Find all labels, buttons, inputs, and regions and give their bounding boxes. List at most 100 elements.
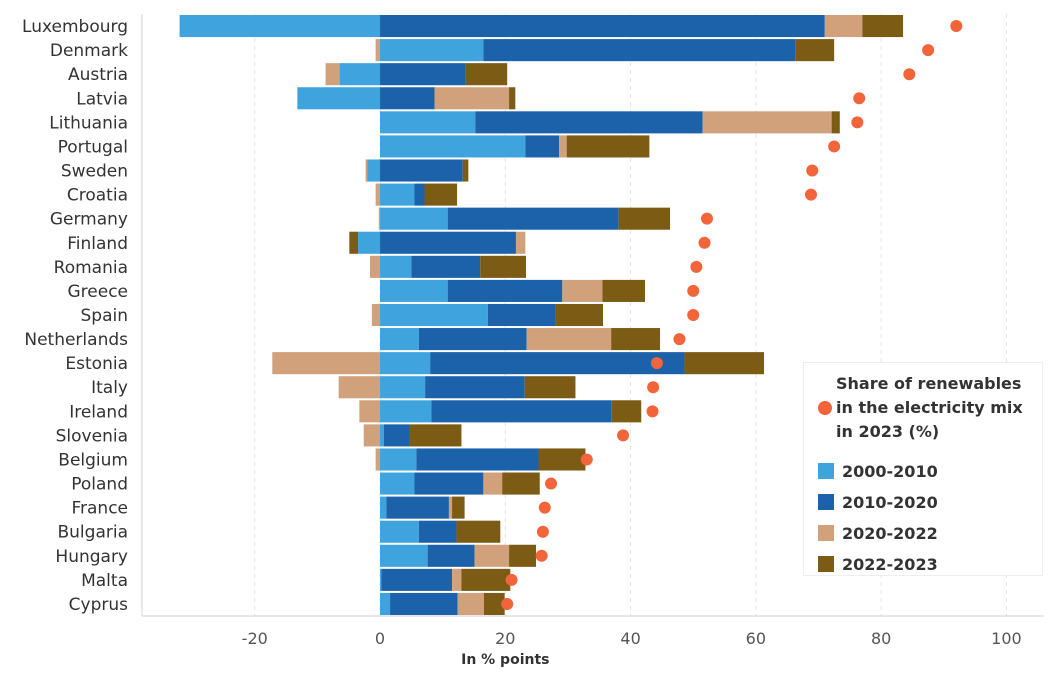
y-tick-label-luxembourg: Luxembourg — [22, 17, 128, 37]
bar-ireland-2020-2022 — [359, 400, 381, 423]
bar-slovenia-2020-2022 — [363, 424, 381, 447]
x-tick-label-60: 60 — [746, 629, 766, 648]
bar-greece-2010-2020 — [447, 279, 563, 302]
x-axis-title: In % points — [461, 652, 549, 668]
bar-lithuania-2020-2022 — [702, 111, 832, 134]
bar-luxembourg-2020-2022 — [824, 15, 863, 38]
legend-item-2000-2010: 2000-2010 — [818, 461, 938, 481]
marker-ireland — [646, 405, 659, 418]
legend-label-2022-2023: 2022-2023 — [842, 554, 938, 574]
bar-cyprus-2000-2010 — [380, 592, 391, 615]
bar-romania-2010-2020 — [411, 255, 481, 278]
bar-hungary-2000-2010 — [380, 544, 428, 567]
y-tick-label-austria: Austria — [68, 65, 128, 85]
bar-hungary-2010-2020 — [427, 544, 475, 567]
bar-ireland-2000-2010 — [380, 400, 432, 423]
marker-croatia — [804, 188, 817, 201]
marker-italy — [647, 381, 660, 394]
y-tick-label-romania: Romania — [54, 258, 128, 278]
bar-croatia-2022-2023 — [424, 183, 458, 206]
bar-slovenia-2022-2023 — [409, 424, 462, 447]
bar-latvia-2010-2020 — [380, 87, 435, 110]
bar-croatia-2000-2010 — [380, 183, 415, 206]
y-tick-label-estonia: Estonia — [65, 354, 128, 374]
y-tick-label-poland: Poland — [71, 475, 128, 495]
y-tick-label-cyprus: Cyprus — [69, 595, 128, 615]
bar-croatia-2020-2022 — [375, 183, 381, 206]
bar-finland-2020-2022 — [515, 231, 526, 254]
bar-malta-2020-2022 — [452, 568, 462, 591]
bar-denmark-2010-2020 — [483, 39, 796, 62]
bar-poland-2000-2010 — [380, 472, 415, 495]
marker-austria — [903, 68, 916, 81]
bar-malta-2010-2020 — [381, 568, 453, 591]
bar-romania-2000-2010 — [380, 255, 412, 278]
marker-poland — [545, 477, 558, 490]
x-tick-label-100: 100 — [991, 629, 1022, 648]
bar-sweden-2022-2023 — [462, 159, 469, 182]
y-tick-label-malta: Malta — [81, 571, 128, 591]
bar-italy-2022-2023 — [524, 376, 576, 399]
bar-croatia-2010-2020 — [414, 183, 425, 206]
marker-lithuania — [851, 116, 864, 129]
bar-sweden-2010-2020 — [380, 159, 463, 182]
bar-greece-2020-2022 — [562, 279, 603, 302]
legend-marker-label: Share of renewables in the electricity m… — [836, 372, 1036, 444]
y-tick-label-denmark: Denmark — [50, 41, 128, 61]
y-tick-label-italy: Italy — [91, 378, 128, 398]
bar-france-2022-2023 — [452, 496, 465, 519]
bar-hungary-2022-2023 — [509, 544, 536, 567]
bar-spain-2020-2022 — [371, 303, 381, 327]
bar-belgium-2020-2022 — [375, 448, 381, 471]
y-tick-label-finland: Finland — [67, 234, 128, 254]
bar-portugal-2000-2010 — [380, 135, 526, 158]
y-tick-label-netherlands: Netherlands — [24, 330, 128, 350]
legend-marker-label-line-1: Share of renewables — [836, 374, 1022, 393]
legend-marker-dot — [818, 401, 832, 415]
marker-portugal — [828, 140, 841, 153]
bar-denmark-2020-2022 — [375, 39, 381, 62]
legend-swatch-2010-2020 — [818, 494, 834, 510]
y-tick-label-ireland: Ireland — [69, 402, 128, 422]
marker-romania — [690, 260, 703, 273]
legend-swatch-2022-2023 — [818, 556, 834, 572]
bar-luxembourg-2010-2020 — [380, 15, 825, 38]
marker-luxembourg — [950, 20, 963, 33]
legend-label-2010-2020: 2010-2020 — [842, 492, 938, 512]
bar-austria-2000-2010 — [339, 63, 381, 86]
legend-swatch-2000-2010 — [818, 463, 834, 479]
bar-cyprus-2020-2022 — [457, 592, 485, 615]
y-tick-label-germany: Germany — [50, 210, 128, 230]
bar-estonia-2020-2022 — [272, 352, 381, 375]
y-tick-label-bulgaria: Bulgaria — [58, 523, 129, 543]
marker-latvia — [853, 92, 866, 105]
y-tick-label-belgium: Belgium — [58, 450, 128, 470]
x-tick-label--20: -20 — [242, 629, 268, 648]
y-tick-label-france: France — [71, 499, 128, 519]
bar-sweden-2020-2022 — [365, 159, 368, 182]
bar-bulgaria-2022-2023 — [456, 520, 501, 543]
marker-hungary — [535, 549, 548, 562]
bar-germany-2010-2020 — [447, 207, 619, 230]
bar-portugal-2022-2023 — [566, 135, 650, 158]
x-tick-label-80: 80 — [871, 629, 891, 648]
legend-label-2000-2010: 2000-2010 — [842, 461, 938, 481]
marker-germany — [701, 212, 714, 225]
bar-malta-2022-2023 — [461, 568, 511, 591]
legend-marker-label-line-3: in 2023 (%) — [836, 422, 940, 441]
y-tick-label-portugal: Portugal — [58, 137, 128, 157]
y-tick-label-slovenia: Slovenia — [56, 426, 128, 446]
bar-latvia-2000-2010 — [297, 87, 381, 110]
bar-cyprus-2010-2020 — [390, 592, 458, 615]
bar-finland-2000-2010 — [358, 231, 381, 254]
bar-austria-2020-2022 — [325, 63, 340, 86]
marker-cyprus — [501, 597, 514, 610]
legend-item-2020-2022: 2020-2022 — [818, 523, 938, 543]
bar-poland-2010-2020 — [414, 472, 484, 495]
bar-italy-2000-2010 — [380, 376, 426, 399]
y-tick-label-lithuania: Lithuania — [49, 113, 128, 133]
marker-denmark — [922, 44, 935, 57]
bar-netherlands-2022-2023 — [611, 328, 661, 351]
bar-ireland-2022-2023 — [611, 400, 642, 423]
